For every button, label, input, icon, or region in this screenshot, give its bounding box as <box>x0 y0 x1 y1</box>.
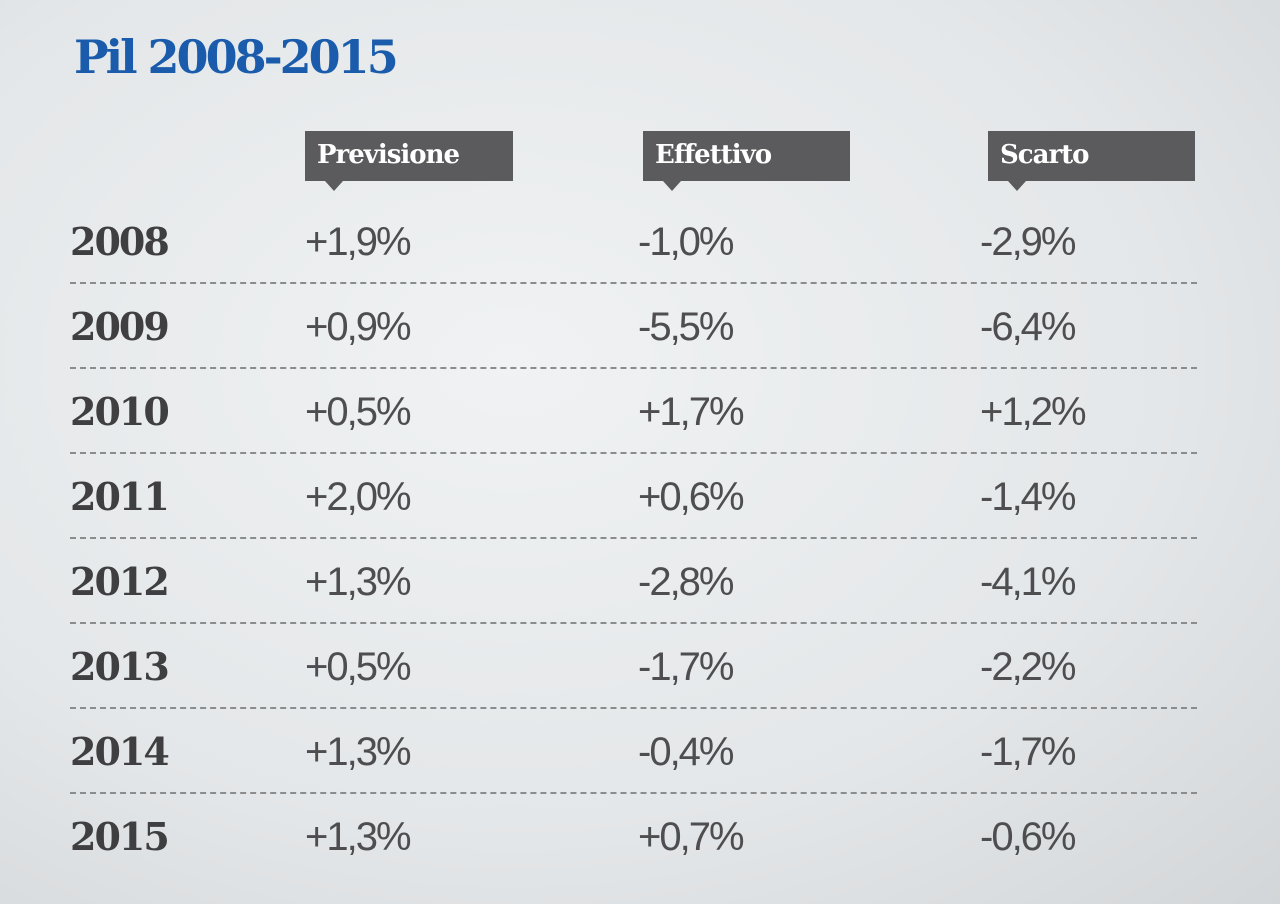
row-separator <box>70 282 1197 284</box>
cell-value: +0,7% <box>638 815 745 859</box>
row-year: 2011 <box>70 474 170 519</box>
row-separator <box>70 452 1197 454</box>
row-year: 2010 <box>70 389 170 434</box>
cell-value: -1,7% <box>638 645 734 689</box>
row-separator <box>70 622 1197 624</box>
column-header: Previsione <box>305 131 513 191</box>
title: Pil 2008-2015 <box>74 30 399 84</box>
cell-value: -4,1% <box>980 560 1076 604</box>
row-separator <box>70 367 1197 369</box>
row-separator <box>70 707 1197 709</box>
column-header: Effettivo <box>643 131 850 191</box>
cell-value: -1,0% <box>638 220 734 264</box>
cell-value: +1,7% <box>638 390 745 434</box>
cell-value: -1,4% <box>980 475 1076 519</box>
cell-value: +1,3% <box>305 815 412 859</box>
cell-value: -1,7% <box>980 730 1076 774</box>
cell-value: -2,2% <box>980 645 1076 689</box>
row-year: 2009 <box>70 304 170 349</box>
row-year: 2008 <box>70 219 170 264</box>
cell-value: -0,4% <box>638 730 734 774</box>
cell-value: +1,9% <box>305 220 412 264</box>
cell-value: -5,5% <box>638 305 734 349</box>
cell-value: +1,3% <box>305 730 412 774</box>
cell-value: +1,3% <box>305 560 412 604</box>
cell-value: +2,0% <box>305 475 412 519</box>
cell-value: -2,8% <box>638 560 734 604</box>
cell-value: +0,5% <box>305 645 412 689</box>
column-header: Scarto <box>988 131 1195 191</box>
row-year: 2013 <box>70 644 170 689</box>
row-year: 2015 <box>70 814 170 859</box>
cell-value: +0,6% <box>638 475 745 519</box>
cell-value: -2,9% <box>980 220 1076 264</box>
cell-value: -6,4% <box>980 305 1076 349</box>
cell-value: +1,2% <box>980 390 1087 434</box>
cell-value: -0,6% <box>980 815 1076 859</box>
cell-value: +0,5% <box>305 390 412 434</box>
row-year: 2012 <box>70 559 170 604</box>
row-separator <box>70 792 1197 794</box>
row-separator <box>70 537 1197 539</box>
row-year: 2014 <box>70 729 170 774</box>
cell-value: +0,9% <box>305 305 412 349</box>
